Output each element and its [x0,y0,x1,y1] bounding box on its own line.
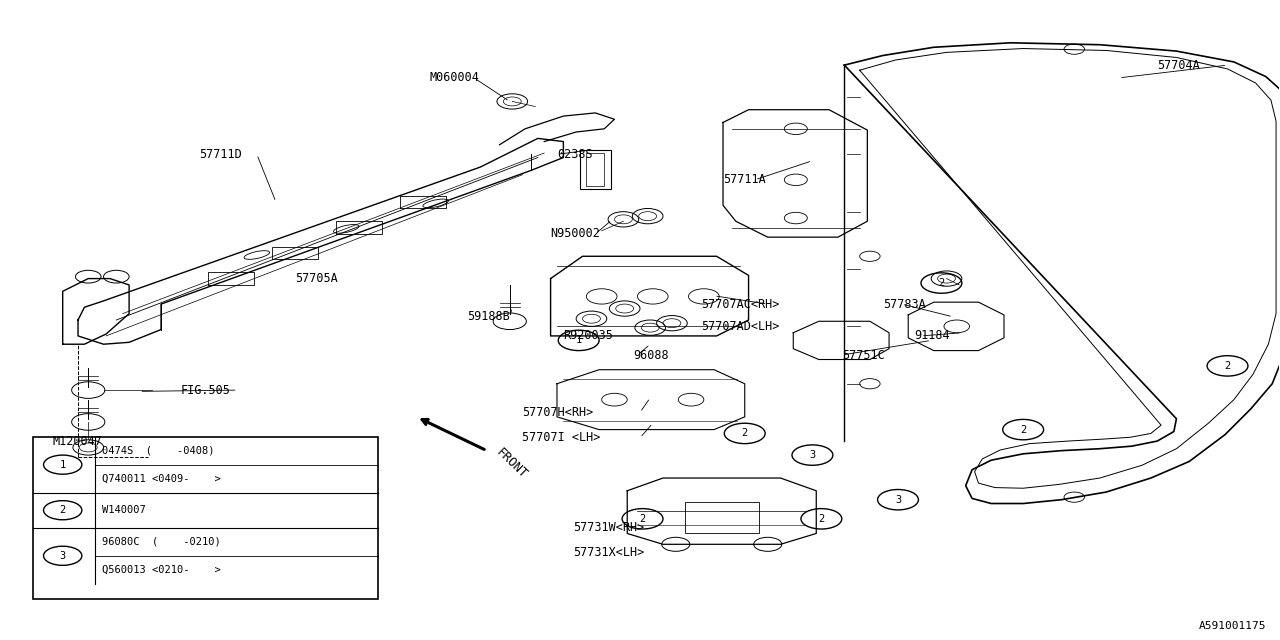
Text: 57704A: 57704A [1157,59,1201,72]
Text: 57783A: 57783A [883,298,925,310]
Text: 0474S  (    -0408): 0474S ( -0408) [102,445,215,456]
Text: A591001175: A591001175 [1198,621,1266,631]
Text: 57731W<RH>: 57731W<RH> [573,520,645,534]
Text: 2: 2 [1020,424,1027,435]
Text: 1: 1 [576,335,582,346]
Text: 57731X<LH>: 57731X<LH> [573,546,645,559]
Text: 91184: 91184 [915,330,950,342]
Text: 2: 2 [640,514,645,524]
Text: 1: 1 [60,460,65,470]
Text: FIG.505: FIG.505 [180,383,230,397]
Text: 0238S: 0238S [557,148,593,161]
Text: N950002: N950002 [550,227,600,241]
Text: R920035: R920035 [563,330,613,342]
Text: 57711D: 57711D [200,148,242,161]
Text: M120047: M120047 [52,435,102,447]
Text: Q560013 <0210-    >: Q560013 <0210- > [102,564,221,575]
Text: 2: 2 [938,278,945,288]
Text: Q740011 <0409-    >: Q740011 <0409- > [102,474,221,484]
Text: 57707H<RH>: 57707H<RH> [522,406,594,419]
Text: 57711A: 57711A [723,173,765,186]
Text: FRONT: FRONT [493,446,529,481]
Text: 57707I <LH>: 57707I <LH> [522,431,600,444]
Text: 3: 3 [895,495,901,505]
Text: W140007: W140007 [102,505,146,515]
Text: 2: 2 [1225,361,1230,371]
Text: 57751C: 57751C [842,349,884,362]
Text: 57707AC<RH>: 57707AC<RH> [701,298,780,310]
Text: 3: 3 [60,551,65,561]
Text: 59188B: 59188B [467,310,511,323]
Bar [33,436,378,599]
Text: 2: 2 [818,514,824,524]
Text: 96088: 96088 [634,349,669,362]
Text: 2: 2 [60,505,65,515]
Bar [586,153,604,186]
Bar [685,502,759,534]
Text: 96080C  (    -0210): 96080C ( -0210) [102,537,221,547]
Text: 2: 2 [741,428,748,438]
Bar [580,150,611,189]
Text: 57705A: 57705A [296,272,338,285]
Text: M060004: M060004 [429,71,479,84]
Text: 57707AD<LH>: 57707AD<LH> [701,320,780,333]
Text: 3: 3 [809,450,815,460]
